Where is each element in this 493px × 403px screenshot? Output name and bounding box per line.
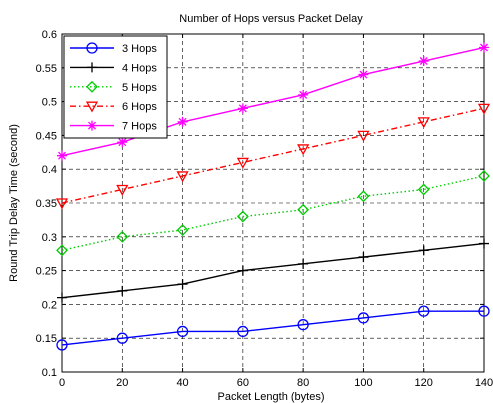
legend-entry: 6 Hops xyxy=(70,101,157,113)
y-tick-label: 0.55 xyxy=(36,63,57,75)
x-tick-label: 80 xyxy=(297,377,309,389)
data-point xyxy=(117,285,128,296)
series-line xyxy=(61,175,485,252)
y-tick-label: 0.45 xyxy=(36,130,57,142)
x-tick-label: 40 xyxy=(176,377,188,389)
series-7-hops xyxy=(57,42,489,161)
x-tick-label: 140 xyxy=(475,377,493,389)
y-tick-label: 0.4 xyxy=(42,164,57,176)
data-point xyxy=(116,184,129,196)
data-point xyxy=(236,157,249,169)
data-point xyxy=(55,198,69,210)
data-point xyxy=(297,144,310,156)
data-point xyxy=(56,339,68,351)
data-point xyxy=(57,292,67,303)
y-tick-label: 0.2 xyxy=(42,299,57,311)
data-point xyxy=(86,42,98,54)
data-point xyxy=(357,312,370,324)
x-tick-label: 120 xyxy=(415,377,433,389)
series-3-hops xyxy=(56,305,490,351)
legend-entry: 7 Hops xyxy=(70,120,157,133)
data-point xyxy=(87,62,97,73)
x-tick-label: 60 xyxy=(237,377,249,389)
data-point xyxy=(358,252,369,263)
data-point xyxy=(417,117,430,129)
legend-box xyxy=(63,35,168,139)
legend-entry: 5 Hops xyxy=(70,80,157,94)
data-point xyxy=(477,103,491,115)
data-point xyxy=(177,279,188,290)
data-point xyxy=(417,183,430,196)
chart-title: Number of Hops versus Packet Delay xyxy=(179,13,363,25)
series-4-hops xyxy=(57,238,489,303)
series-5-hops xyxy=(56,170,490,257)
y-tick-label: 0.1 xyxy=(42,367,57,379)
data-point xyxy=(176,325,189,338)
y-tick-label: 0.5 xyxy=(42,97,57,109)
data-point xyxy=(237,103,248,114)
data-point xyxy=(117,137,128,148)
legend-label: 6 Hops xyxy=(122,101,157,113)
series-group xyxy=(55,42,491,351)
legend-label: 7 Hops xyxy=(122,121,157,133)
data-point xyxy=(357,130,370,142)
y-axis-label: Round Trip Delay Time (second) xyxy=(8,124,20,282)
y-tick-label: 0.25 xyxy=(36,266,57,278)
series-line xyxy=(61,242,485,299)
data-point xyxy=(177,116,188,127)
y-tick-label: 0.35 xyxy=(36,198,57,210)
legend: 3 Hops 4 Hops 5 Hops 6 Hops 7 Hops xyxy=(63,35,168,139)
y-tick-label: 0.6 xyxy=(42,29,57,41)
data-point xyxy=(478,170,490,182)
data-point xyxy=(358,69,369,80)
data-point xyxy=(176,171,189,183)
series-6-hops xyxy=(55,103,491,210)
data-point xyxy=(86,80,98,93)
data-point xyxy=(418,245,429,256)
series-line xyxy=(61,107,485,204)
data-point xyxy=(87,120,97,131)
y-tick-label: 0.15 xyxy=(36,333,57,345)
y-tick-label: 0.3 xyxy=(42,232,57,244)
data-point xyxy=(236,210,249,223)
data-point xyxy=(418,56,429,67)
legend-label: 5 Hops xyxy=(122,82,157,94)
data-point xyxy=(57,150,67,161)
series-line xyxy=(61,310,484,346)
data-point xyxy=(116,230,129,243)
x-tick-label: 20 xyxy=(116,377,128,389)
data-point xyxy=(85,101,99,113)
series-line xyxy=(61,46,485,157)
x-tick-label: 0 xyxy=(59,377,65,389)
data-point xyxy=(56,244,68,257)
legend-entry: 4 Hops xyxy=(70,62,157,74)
data-point xyxy=(298,89,309,100)
data-point xyxy=(479,238,489,249)
data-point xyxy=(478,305,490,317)
data-point xyxy=(297,203,310,216)
data-point xyxy=(479,42,489,53)
axes: 0 20 40 60 80 100 120 140 0.1 0.15 0.2 0.25 0.3 0.35 0… xyxy=(36,29,493,389)
data-point xyxy=(297,319,309,331)
x-axis-label: Packet Length (bytes) xyxy=(217,391,324,403)
data-point xyxy=(237,325,249,338)
data-point xyxy=(176,224,189,236)
x-tick-label: 100 xyxy=(354,377,372,389)
data-point xyxy=(357,190,370,203)
legend-label: 4 Hops xyxy=(122,62,157,74)
legend-entry: 3 Hops xyxy=(70,42,157,55)
data-point xyxy=(116,332,128,344)
legend-label: 3 Hops xyxy=(122,43,157,55)
data-point xyxy=(237,265,248,276)
data-point xyxy=(298,258,309,269)
data-point xyxy=(418,305,430,317)
